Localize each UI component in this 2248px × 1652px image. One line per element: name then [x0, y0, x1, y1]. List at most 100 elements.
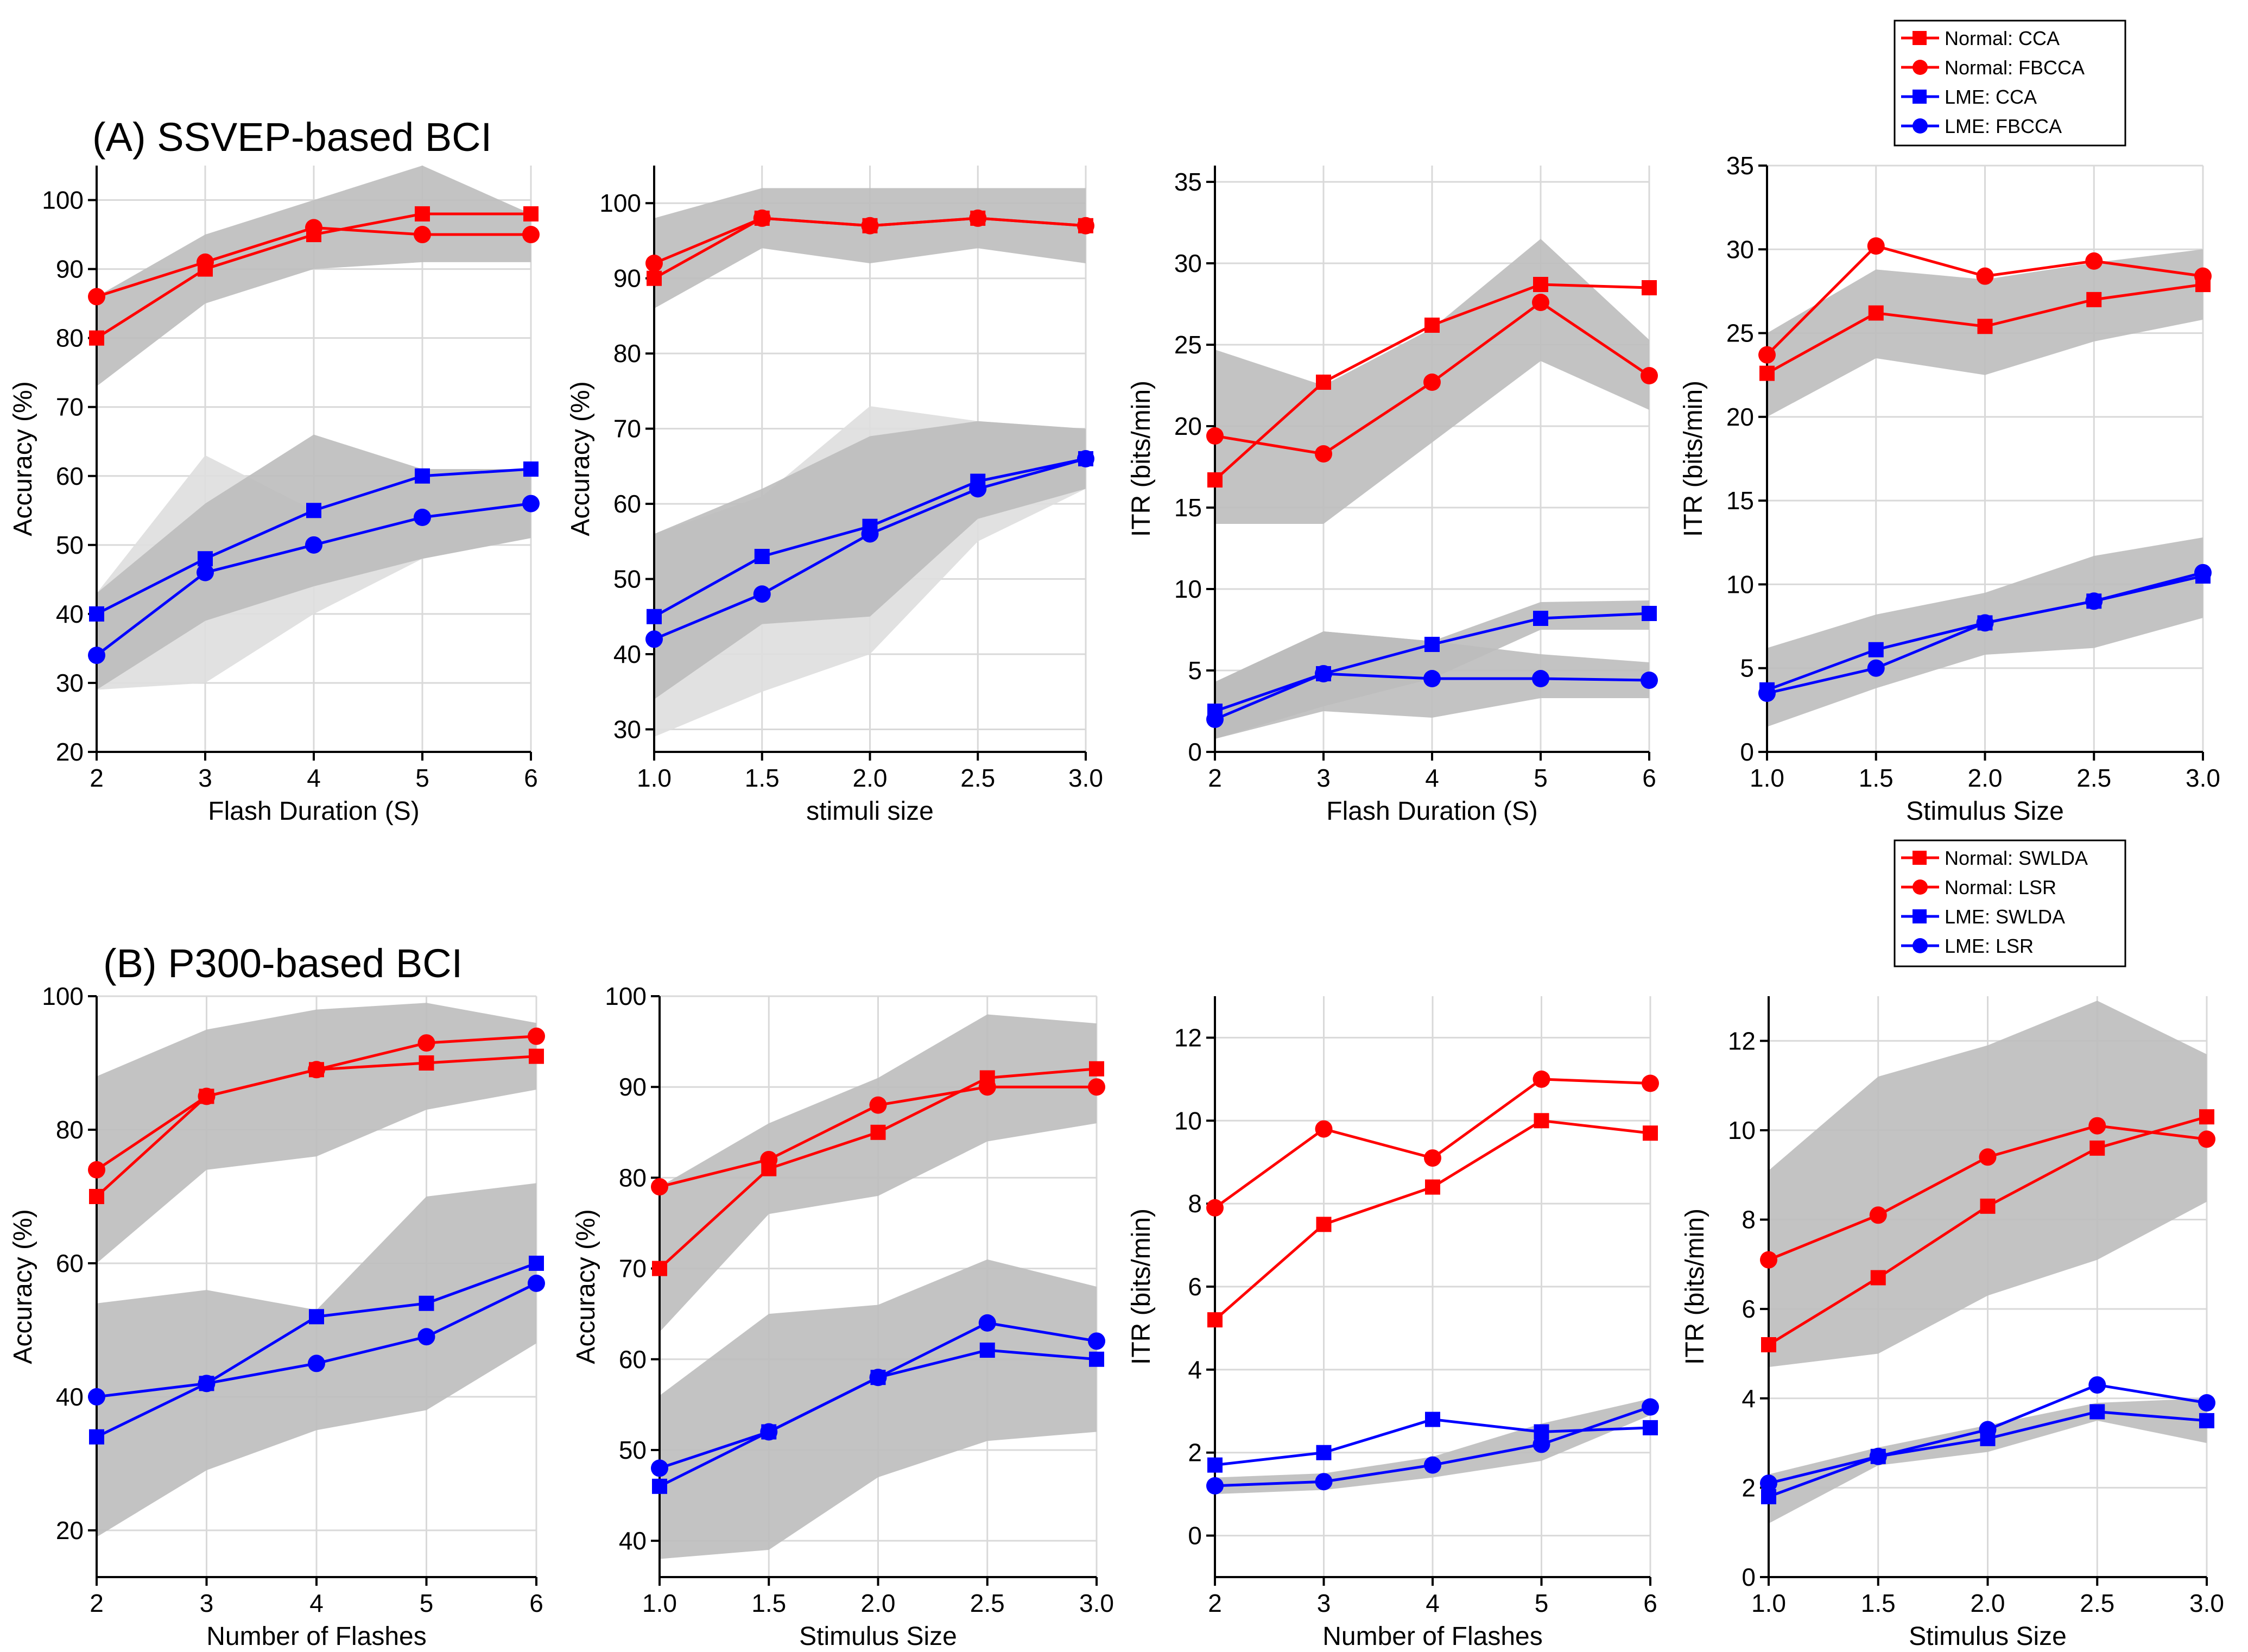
y-tick-label: 20: [56, 738, 84, 766]
y-tick-label: 50: [619, 1436, 647, 1464]
chart-panel-8: 1.0 1.5 2.0 2.5 3.0 0 2 4 6 8 10 12 Stimulus Size ITR…: [1681, 996, 2224, 1651]
chart-panel-2: 1.0 1.5 2.0 2.5 3.0 30 40 50 60 70 80 90 100 stimuli …: [566, 166, 1103, 826]
x-tick-label: 2.5: [970, 1589, 1005, 1617]
y-tick-label: 0: [1740, 738, 1754, 766]
data-point-circle: [2194, 267, 2212, 285]
x-tick-label: 2: [1208, 1589, 1222, 1617]
y-tick-label: 60: [619, 1345, 647, 1373]
x-tick-label: 5: [1534, 764, 1548, 792]
x-tick-label: 6: [1643, 1589, 1657, 1617]
data-point-circle: [1315, 1120, 1333, 1138]
y-tick-label: 35: [1726, 151, 1754, 180]
data-point-square: [1533, 611, 1548, 626]
data-point-circle: [645, 630, 663, 648]
data-point-circle: [1760, 1474, 1777, 1492]
chart-panel-6: 1.0 1.5 2.0 2.5 3.0 40 50 60 70 80 90 100 Stimulus S…: [572, 982, 1114, 1651]
y-tick-label: 50: [613, 565, 641, 593]
data-point-square: [1316, 1217, 1332, 1232]
data-point-square: [1977, 319, 1993, 334]
y-tick-label: 100: [42, 186, 84, 214]
data-point-circle: [1760, 1251, 1777, 1269]
y-tick-label: 15: [1174, 493, 1202, 522]
x-tick-label: 3.0: [1079, 1589, 1114, 1617]
y-tick-label: 10: [1728, 1116, 1756, 1144]
data-point-circle: [969, 209, 987, 227]
data-point-circle: [417, 1328, 435, 1346]
data-point-circle: [1533, 1070, 1550, 1088]
y-tick-label: 10: [1726, 570, 1754, 598]
y-tick-label: 5: [1188, 656, 1202, 685]
x-tick-label: 2: [1208, 764, 1222, 792]
data-point-circle: [1315, 665, 1332, 682]
data-point-circle: [1424, 1456, 1441, 1474]
data-point-circle: [2194, 564, 2212, 581]
y-tick-label: 100: [599, 189, 641, 217]
x-axis-label: Stimulus Size: [1909, 1622, 2067, 1651]
data-point-circle: [1206, 711, 1224, 728]
legend-marker-circle: [1913, 118, 1928, 134]
data-point-circle: [308, 1061, 325, 1079]
data-point-circle: [198, 1375, 216, 1393]
data-point-square: [1316, 375, 1331, 390]
x-tick-label: 2: [90, 1589, 104, 1617]
x-tick-label: 3: [1317, 1589, 1331, 1617]
data-point-circle: [528, 1274, 545, 1292]
data-point-circle: [2198, 1394, 2215, 1412]
data-point-circle: [1532, 670, 1549, 687]
data-point-circle: [1758, 346, 1776, 364]
data-point-circle: [1206, 1477, 1224, 1495]
data-point-square: [754, 549, 770, 564]
data-point-circle: [651, 1178, 668, 1196]
x-axis-label: Stimulus Size: [1906, 797, 2064, 826]
data-point-square: [1207, 1312, 1223, 1328]
data-point-square: [415, 206, 430, 221]
y-tick-label: 20: [1174, 412, 1202, 440]
x-tick-label: 3.0: [2186, 764, 2220, 792]
data-point-square: [529, 1255, 544, 1271]
x-tick-label: 2.5: [960, 764, 995, 792]
x-tick-label: 2.0: [853, 764, 888, 792]
x-tick-label: 2.5: [2080, 1589, 2114, 1617]
data-point-square: [523, 206, 539, 221]
x-tick-label: 1.5: [1859, 764, 1894, 792]
data-point-circle: [978, 1078, 996, 1096]
y-axis-label: Accuracy (%): [566, 381, 595, 536]
data-point-square: [647, 609, 662, 624]
y-tick-label: 30: [613, 715, 641, 743]
y-tick-label: 4: [1188, 1356, 1202, 1384]
data-point-square: [89, 606, 104, 622]
section-title-p300: (B) P300-based BCI: [103, 941, 463, 986]
data-point-square: [1643, 1420, 1658, 1435]
data-point-square: [1425, 1179, 1440, 1195]
data-point-circle: [414, 226, 431, 244]
legend-label: LME: FBCCA: [1945, 115, 2062, 137]
y-tick-label: 80: [56, 324, 84, 352]
data-point-circle: [305, 536, 322, 554]
data-point-square: [1316, 1445, 1332, 1460]
data-point-circle: [197, 253, 214, 271]
legend-marker-circle: [1913, 60, 1928, 75]
data-point-square: [415, 468, 430, 484]
x-tick-label: 6: [529, 1589, 543, 1617]
data-point-circle: [1315, 445, 1332, 463]
data-point-square: [1759, 365, 1775, 381]
confidence-band-lme-square: [660, 1259, 1097, 1559]
data-point-circle: [1642, 1398, 1659, 1416]
data-point-square: [1868, 642, 1884, 657]
legend-label: Normal: FBCCA: [1945, 56, 2085, 79]
data-point-circle: [198, 1087, 216, 1105]
data-point-circle: [2085, 592, 2103, 610]
data-point-circle: [88, 1388, 105, 1406]
x-tick-label: 2.0: [1968, 764, 2003, 792]
data-point-square: [1089, 1061, 1104, 1077]
data-point-square: [419, 1295, 434, 1311]
y-tick-label: 6: [1742, 1295, 1756, 1323]
x-tick-label: 2.0: [861, 1589, 896, 1617]
y-tick-label: 2: [1188, 1439, 1202, 1467]
data-point-square: [419, 1055, 434, 1071]
y-tick-label: 8: [1742, 1206, 1756, 1234]
x-tick-label: 1.5: [745, 764, 780, 792]
y-tick-label: 30: [1174, 249, 1202, 277]
y-axis-label: Accuracy (%): [572, 1209, 600, 1364]
